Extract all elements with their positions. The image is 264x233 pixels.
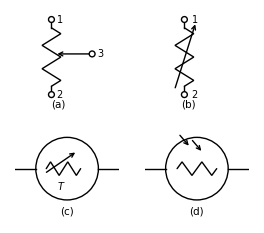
Text: 1: 1: [192, 14, 198, 24]
Circle shape: [49, 92, 54, 98]
Circle shape: [181, 92, 187, 98]
Text: 2: 2: [57, 90, 63, 99]
Circle shape: [166, 137, 228, 200]
Text: 3: 3: [97, 49, 103, 59]
Circle shape: [49, 17, 54, 22]
Text: (d): (d): [190, 207, 204, 217]
Circle shape: [36, 137, 98, 200]
Text: (a): (a): [51, 99, 66, 109]
Text: 1: 1: [57, 14, 63, 24]
Circle shape: [181, 17, 187, 22]
Circle shape: [89, 51, 95, 57]
Text: T: T: [58, 182, 64, 192]
Text: 2: 2: [192, 90, 198, 99]
Text: (b): (b): [181, 99, 196, 109]
Text: (c): (c): [60, 207, 74, 217]
